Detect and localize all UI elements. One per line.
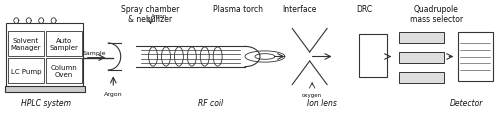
Text: Interface: Interface <box>282 5 317 14</box>
Text: Plasma torch: Plasma torch <box>212 5 262 14</box>
Text: Sample: Sample <box>83 50 106 55</box>
FancyBboxPatch shape <box>399 53 444 64</box>
FancyBboxPatch shape <box>8 32 44 56</box>
Text: Argon: Argon <box>150 14 167 19</box>
Text: Quadrupole
mass selector: Quadrupole mass selector <box>410 5 463 24</box>
Text: HPLC system: HPLC system <box>21 98 71 107</box>
FancyBboxPatch shape <box>46 59 82 83</box>
Text: oxygen: oxygen <box>302 93 322 98</box>
Text: Column
Oven: Column Oven <box>50 64 78 77</box>
FancyBboxPatch shape <box>6 86 85 93</box>
Text: RF coil: RF coil <box>198 98 223 107</box>
Text: DRC: DRC <box>356 5 372 14</box>
Text: LC Pump: LC Pump <box>10 68 41 74</box>
Text: Detector: Detector <box>450 98 483 107</box>
FancyBboxPatch shape <box>360 35 386 77</box>
FancyBboxPatch shape <box>399 32 444 44</box>
Text: Argon: Argon <box>104 92 122 96</box>
FancyBboxPatch shape <box>46 32 82 56</box>
Text: Auto
Sampler: Auto Sampler <box>50 38 78 51</box>
Text: Ion lens: Ion lens <box>307 98 337 107</box>
Text: Solvent
Manager: Solvent Manager <box>10 38 41 51</box>
FancyBboxPatch shape <box>399 73 444 84</box>
FancyBboxPatch shape <box>458 32 492 82</box>
Text: Spray chamber
& nebulizer: Spray chamber & nebulizer <box>122 5 180 24</box>
FancyBboxPatch shape <box>8 59 44 83</box>
FancyBboxPatch shape <box>6 24 84 88</box>
